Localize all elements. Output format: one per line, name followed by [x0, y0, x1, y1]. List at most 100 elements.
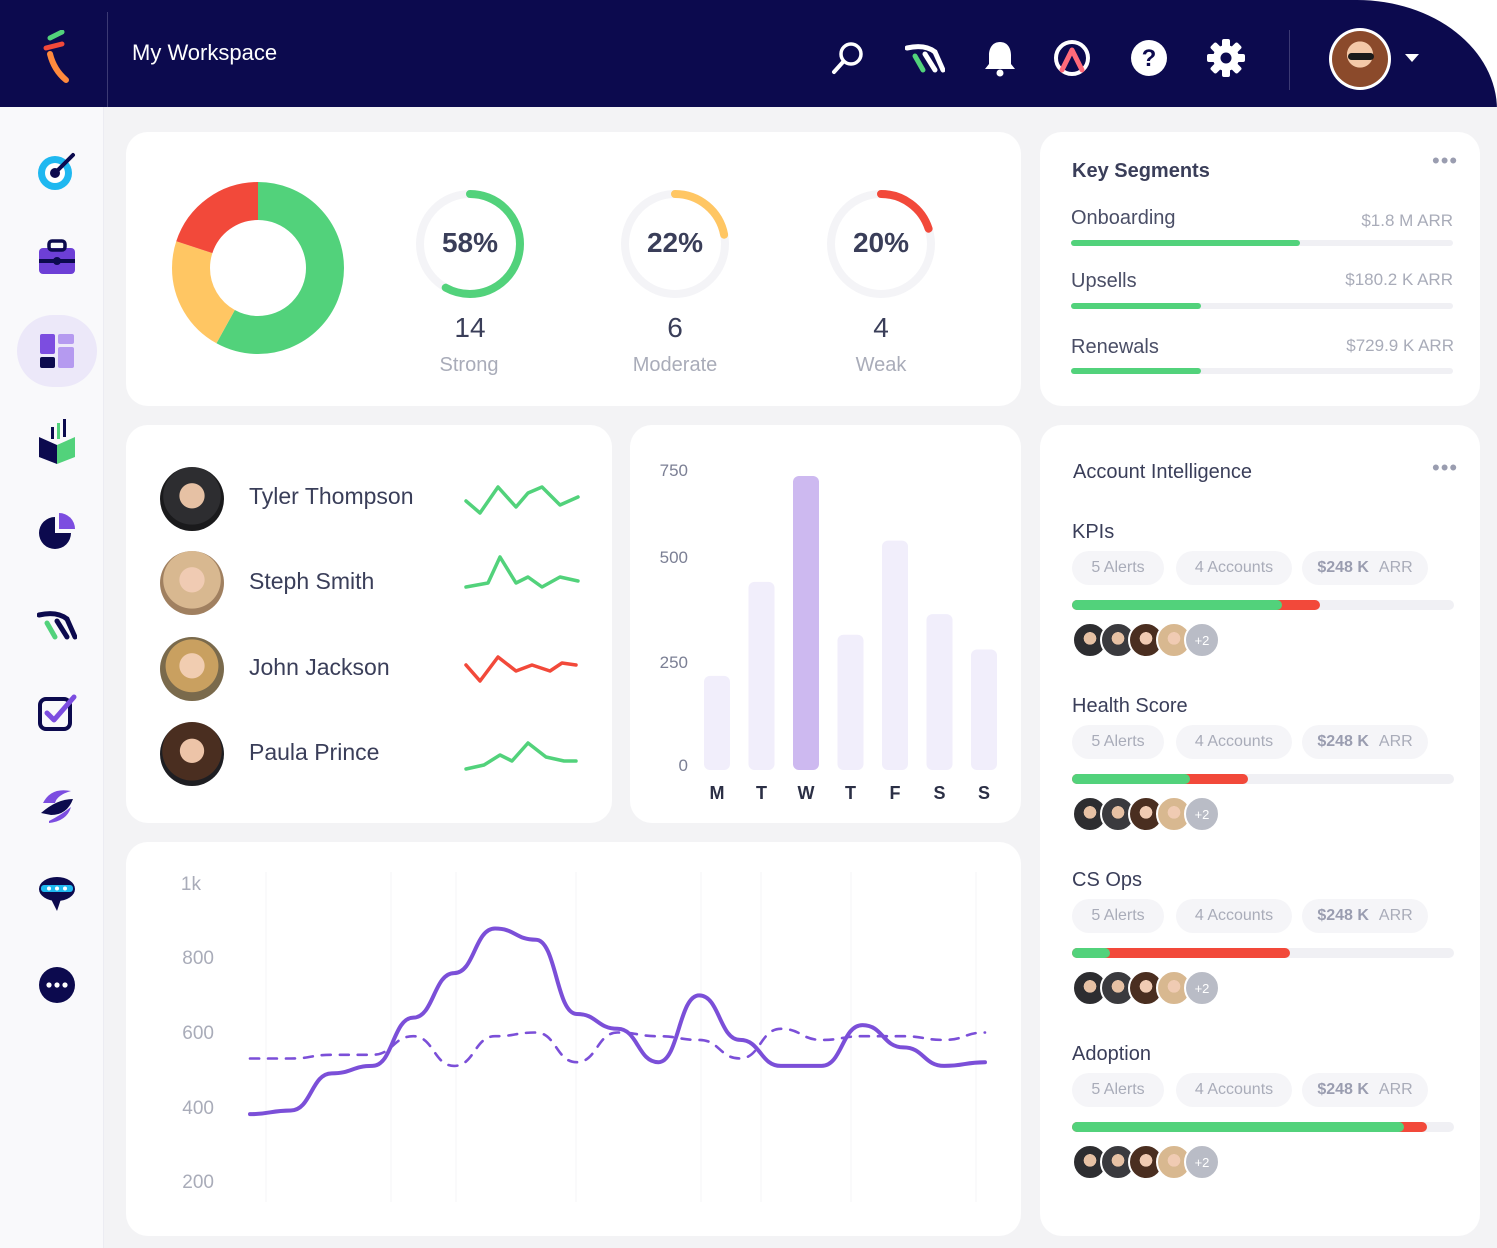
- alerts-pill[interactable]: 5 Alerts: [1072, 551, 1164, 585]
- y-axis-tick: 500: [659, 548, 688, 567]
- alerts-pill[interactable]: 5 Alerts: [1072, 725, 1164, 759]
- section-title: Adoption: [1072, 1043, 1151, 1065]
- person-avatar[interactable]: [160, 637, 224, 701]
- person-name[interactable]: John Jackson: [249, 654, 390, 680]
- arr-value: $248 K: [1317, 1081, 1369, 1098]
- progress-green-segment: [1072, 948, 1111, 958]
- person-avatar[interactable]: [160, 467, 224, 531]
- more-avatars-badge[interactable]: +2: [1184, 796, 1220, 832]
- person-avatar[interactable]: [160, 551, 224, 615]
- briefcase-icon[interactable]: [17, 221, 97, 293]
- arr-pill[interactable]: $248 K ARR: [1302, 725, 1428, 759]
- bar[interactable]: [704, 675, 730, 770]
- progress-green-segment: [1072, 774, 1191, 784]
- segment-name: Renewals: [1071, 336, 1159, 358]
- moderate-gauge: [621, 190, 729, 298]
- x-axis-tick: T: [845, 783, 856, 803]
- account-avatar[interactable]: [1128, 622, 1164, 658]
- analytics-icon[interactable]: [17, 589, 97, 661]
- alerts-pill[interactable]: 5 Alerts: [1072, 1073, 1164, 1107]
- person-name[interactable]: Steph Smith: [249, 568, 375, 594]
- weak-count: 4: [873, 312, 889, 343]
- weekly-bar-chart-card: 750 500 250 0 M T W T F S S: [630, 425, 1021, 823]
- analytics-logo-icon[interactable]: [905, 36, 945, 80]
- accounts-pill[interactable]: 4 Accounts: [1176, 1073, 1292, 1107]
- health-donut-chart: [172, 182, 344, 354]
- segment-progress-fill: [1071, 368, 1201, 374]
- progress-green-segment: [1072, 600, 1283, 610]
- bar[interactable]: [971, 649, 997, 770]
- accounts-pill[interactable]: 4 Accounts: [1176, 899, 1292, 933]
- x-axis-tick: T: [756, 783, 767, 803]
- more-options-icon[interactable]: •••: [1432, 148, 1459, 173]
- account-avatar[interactable]: [1156, 1144, 1192, 1180]
- arr-value: $248 K: [1317, 907, 1369, 924]
- trend-sparkline: [464, 485, 580, 515]
- series-line-solid: [248, 926, 987, 1117]
- y-axis-tick: 0: [678, 756, 688, 775]
- arr-unit: ARR: [1378, 1081, 1413, 1098]
- arr-value: $248 K: [1317, 559, 1369, 576]
- health-summary-card: 58% 14 Strong 22% 6 Moderate 20% 4 Weak: [126, 132, 1021, 406]
- chat-icon[interactable]: [17, 857, 97, 929]
- arr-pill[interactable]: $248 K ARR: [1302, 551, 1428, 585]
- donut-slice-moderate: [172, 182, 344, 354]
- top-bar: My Workspace ?: [0, 0, 1497, 107]
- pie-chart-icon[interactable]: [17, 495, 97, 567]
- accounts-pill[interactable]: 4 Accounts: [1176, 725, 1292, 759]
- arr-pill[interactable]: $248 K ARR: [1302, 899, 1428, 933]
- person-name[interactable]: Tyler Thompson: [249, 483, 414, 509]
- checklist-icon[interactable]: [17, 677, 97, 749]
- account-intelligence-title: Account Intelligence: [1073, 461, 1253, 483]
- y-axis-tick: 1k: [180, 874, 201, 895]
- search-icon[interactable]: [828, 36, 868, 80]
- gear-icon[interactable]: [1206, 36, 1246, 80]
- more-avatars-badge[interactable]: +2: [1184, 970, 1220, 1006]
- bar[interactable]: [748, 581, 775, 770]
- arr-unit: ARR: [1378, 559, 1413, 576]
- y-axis-tick: 800: [182, 948, 214, 969]
- alerts-pill[interactable]: 5 Alerts: [1072, 899, 1164, 933]
- help-icon[interactable]: ?: [1129, 36, 1169, 80]
- box-chart-icon[interactable]: [17, 405, 97, 477]
- more-icon[interactable]: [17, 949, 97, 1021]
- weak-gauge: [827, 190, 935, 298]
- workspace-title: My Workspace: [132, 40, 278, 65]
- trend-sparkline: [464, 741, 578, 771]
- person-avatar[interactable]: [160, 722, 224, 786]
- assistant-icon[interactable]: [1052, 36, 1092, 80]
- swirl-icon[interactable]: [17, 769, 97, 841]
- trend-sparkline: [464, 555, 580, 589]
- progress-green-segment: [1072, 1122, 1405, 1132]
- key-segments-card: Key Segments ••• Onboarding $1.8 M ARR U…: [1040, 132, 1480, 406]
- topbar-divider: [107, 12, 108, 107]
- user-avatar-image: [1332, 31, 1388, 87]
- bar[interactable]: [926, 614, 953, 770]
- x-axis-tick: W: [797, 783, 815, 803]
- bar[interactable]: [793, 476, 819, 770]
- bar[interactable]: [837, 634, 864, 770]
- series-line-dashed: [248, 1027, 987, 1068]
- section-title: Health Score: [1072, 695, 1188, 717]
- app-logo[interactable]: [36, 29, 80, 86]
- y-axis-tick: 250: [659, 653, 688, 672]
- person-name[interactable]: Paula Prince: [249, 739, 380, 765]
- more-options-icon[interactable]: •••: [1432, 455, 1459, 480]
- bar[interactable]: [882, 540, 908, 770]
- segment-progress-fill: [1071, 240, 1301, 246]
- more-avatars-badge[interactable]: +2: [1184, 622, 1220, 658]
- accounts-pill[interactable]: 4 Accounts: [1176, 551, 1292, 585]
- segment-value: $729.9 K ARR: [1346, 336, 1454, 355]
- dashboard-icon[interactable]: [17, 315, 97, 387]
- more-avatars-badge[interactable]: +2: [1184, 1144, 1220, 1180]
- chevron-down-icon[interactable]: [1405, 54, 1419, 62]
- target-icon[interactable]: [17, 135, 97, 207]
- x-axis-tick: F: [889, 783, 901, 803]
- arr-pill[interactable]: $248 K ARR: [1302, 1073, 1428, 1107]
- user-avatar[interactable]: [1329, 28, 1391, 90]
- account-avatar[interactable]: [1072, 970, 1108, 1006]
- key-segments-title: Key Segments: [1072, 160, 1210, 182]
- y-axis-tick: 400: [182, 1098, 214, 1119]
- bell-icon[interactable]: [980, 36, 1020, 80]
